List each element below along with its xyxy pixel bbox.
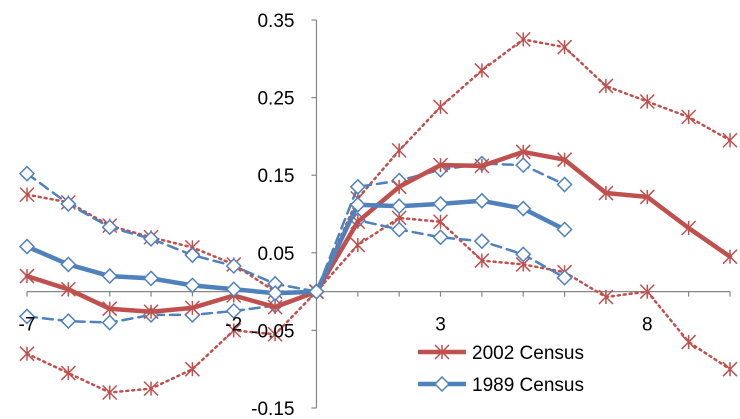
data-point [184, 300, 200, 316]
series-line [25, 38, 732, 293]
data-point [474, 158, 490, 174]
data-point [598, 289, 614, 305]
data-point [60, 281, 76, 297]
data-point [432, 229, 449, 246]
data-point [184, 277, 201, 294]
data-point [598, 78, 614, 94]
data-point [681, 334, 697, 350]
data-point [391, 142, 407, 158]
data-point [101, 219, 118, 236]
y-tick-label: 0.05 [257, 244, 294, 265]
data-point [60, 313, 77, 330]
data-point [18, 238, 36, 255]
y-tick-label: 0.15 [257, 166, 294, 187]
series-3-estimate [18, 192, 573, 302]
series-2-lower [19, 210, 738, 401]
x-tick-label: -2 [225, 315, 242, 336]
data-point [556, 176, 573, 193]
data-point [60, 365, 76, 381]
data-point [225, 302, 242, 320]
x-tick-label: -7 [19, 315, 36, 336]
legend: 2002 Census 1989 Census [418, 343, 584, 396]
data-point [639, 93, 655, 110]
data-point [143, 381, 159, 397]
data-point [349, 178, 366, 195]
legend-entry: 1989 Census [418, 375, 584, 396]
data-point [226, 322, 242, 338]
data-point [101, 314, 118, 331]
series-4-upper [18, 155, 573, 300]
data-point [434, 344, 450, 360]
data-point [142, 270, 160, 287]
series-line [25, 216, 732, 394]
y-tick-label: -0.05 [251, 321, 294, 342]
data-point [267, 326, 283, 342]
data-point [473, 233, 490, 250]
y-tick-label: 0.35 [257, 11, 294, 32]
data-point [19, 187, 35, 203]
data-point [267, 299, 283, 315]
data-point [60, 256, 77, 273]
data-point [225, 281, 242, 298]
legend-label: 2002 Census [472, 343, 584, 364]
data-point [722, 361, 738, 377]
data-point [515, 246, 532, 263]
data-point [598, 185, 614, 201]
legend-label: 1989 Census [472, 375, 584, 396]
data-point [432, 99, 449, 115]
data-point [391, 198, 408, 215]
data-point [433, 375, 451, 393]
data-point [722, 132, 738, 148]
data-point [102, 301, 118, 317]
data-point [515, 144, 531, 160]
data-point [556, 221, 573, 238]
data-point [722, 249, 738, 265]
data-point [350, 237, 366, 253]
data-point [474, 62, 490, 78]
x-tick-label: 3 [435, 315, 446, 336]
legend-entry: 2002 Census [418, 343, 584, 364]
data-point [556, 269, 573, 286]
data-point [515, 31, 531, 47]
plot-area [18, 31, 738, 401]
data-point [515, 157, 532, 174]
data-point [681, 220, 697, 236]
data-point [473, 192, 490, 209]
data-point [19, 346, 35, 362]
data-point [19, 268, 35, 284]
data-point [432, 157, 449, 173]
data-point [18, 165, 36, 182]
data-point [639, 189, 655, 205]
data-point [142, 230, 160, 247]
data-point [18, 308, 36, 325]
data-point [143, 304, 159, 320]
data-point [681, 109, 697, 125]
data-point [349, 196, 366, 213]
data-point [225, 257, 242, 275]
data-point [557, 152, 573, 168]
y-tick-label: -0.15 [251, 399, 294, 419]
x-tick-label: 8 [642, 315, 653, 336]
data-point [432, 195, 449, 212]
data-point [101, 268, 118, 285]
data-point [515, 200, 532, 217]
data-point [102, 384, 118, 401]
data-point [432, 214, 449, 230]
data-point [308, 283, 325, 300]
data-point [60, 195, 77, 212]
data-point [474, 253, 490, 269]
data-point [557, 39, 573, 55]
data-point [184, 361, 200, 377]
data-point [639, 284, 655, 300]
data-point [391, 179, 407, 195]
data-point [184, 247, 201, 264]
series-1-upper [19, 31, 738, 300]
axes [26, 19, 731, 409]
y-tick-label: 0.25 [257, 89, 294, 110]
data-point [267, 285, 284, 302]
data-point [391, 221, 408, 238]
tick-labels: -0.15 -0.05 0.05 0.15 0.25 0.35 -7 -2 3 8 [19, 11, 653, 419]
